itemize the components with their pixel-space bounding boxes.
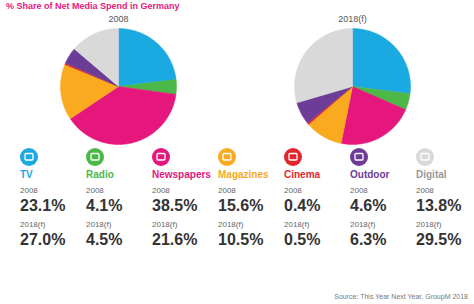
html-text:0.4%: 0.4% [284,197,321,214]
html-text:2018(f): 2018(f) [416,220,442,229]
html-text:23.1%: 23.1% [20,197,66,214]
html-text:15.6%: 15.6% [218,197,264,214]
html-text:27.0%: 27.0% [20,231,66,248]
html-text:2008: 2008 [284,186,302,195]
html-text:Source: This Year Next Year, G: Source: This Year Next Year, GroupM 2018 [334,293,468,300]
html-text:21.6%: 21.6% [152,231,198,248]
html-text:2008: 2008 [152,186,170,195]
html-text:TV: TV [20,169,33,180]
html-text:0.5%: 0.5% [284,231,321,248]
html-text:Magazines: Magazines [218,169,269,180]
html-text:10.5%: 10.5% [218,231,264,248]
html-text:2018(f): 2018(f) [152,220,178,229]
html-text:29.5%: 29.5% [416,231,462,248]
html-text:Radio: Radio [86,169,114,180]
html-text:4.5%: 4.5% [86,231,123,248]
html-text:6.3%: 6.3% [350,231,387,248]
html-text:2008: 2008 [416,186,434,195]
html-text:% Share of Net Media Spend in: % Share of Net Media Spend in Germany [6,1,180,11]
svg-text:2018(f): 2018(f) [338,14,367,24]
svg-text:2008: 2008 [108,14,128,24]
html-text:4.1%: 4.1% [86,197,123,214]
html-text:2008: 2008 [350,186,368,195]
html-text:4.6%: 4.6% [350,197,387,214]
html-text:38.5%: 38.5% [152,197,198,214]
html-text:Outdoor: Outdoor [350,169,390,180]
html-text:13.8%: 13.8% [416,197,462,214]
html-text:Cinema: Cinema [284,169,321,180]
html-text:2018(f): 2018(f) [218,220,244,229]
html-text:2018(f): 2018(f) [350,220,376,229]
html-text:2018(f): 2018(f) [20,220,46,229]
html-text:2008: 2008 [86,186,104,195]
html-text:2018(f): 2018(f) [86,220,112,229]
html-text:2018(f): 2018(f) [284,220,310,229]
html-text:Newspapers: Newspapers [152,169,211,180]
html-text:2008: 2008 [20,186,38,195]
html-text:Digital: Digital [416,169,447,180]
html-text:2008: 2008 [218,186,236,195]
